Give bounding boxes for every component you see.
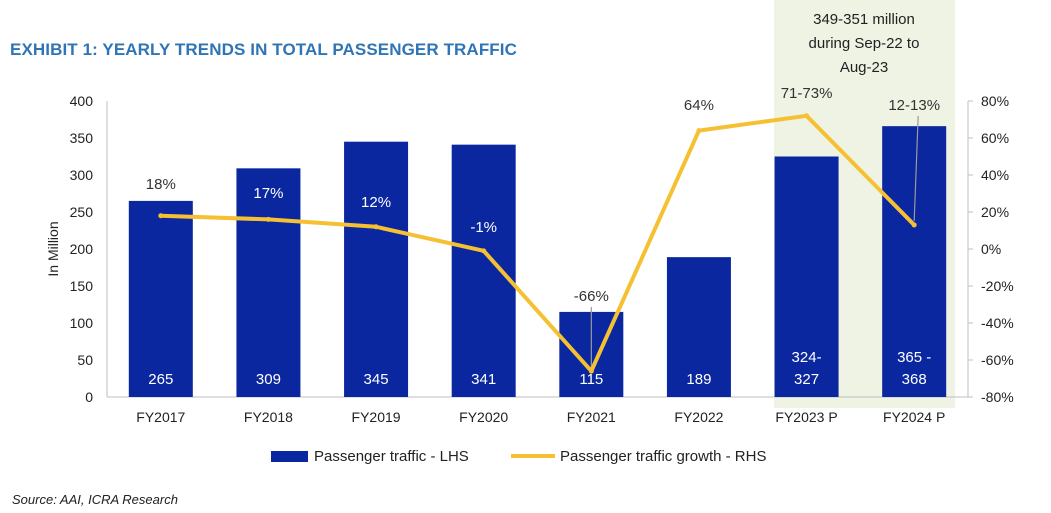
growth-point (911, 222, 917, 228)
bar-value-label: 189 (686, 371, 711, 388)
bar-value-label: 365 - (897, 349, 931, 366)
leader-line (913, 115, 919, 221)
bar-passenger-traffic (344, 141, 409, 397)
y2-tick-label: -80% (981, 389, 1014, 405)
bar-value-label: 324- (792, 349, 822, 366)
growth-point (265, 216, 271, 222)
x-category-label: FY2018 (244, 409, 293, 425)
y-tick-label: 200 (70, 241, 94, 257)
legend-swatch-bars (271, 451, 308, 462)
x-category-label: FY2020 (459, 409, 508, 425)
y2-tick-label: 20% (981, 204, 1009, 220)
growth-value-label: -66% (574, 288, 609, 305)
growth-point (804, 113, 810, 119)
bar-value-label: 309 (256, 371, 281, 388)
growth-value-label: 18% (146, 176, 176, 193)
y2-tick-label: -20% (981, 278, 1014, 294)
annotation-note-line: 349-351 million (813, 11, 915, 28)
bar-value-label: 368 (902, 371, 927, 388)
y-tick-label: 350 (70, 130, 94, 146)
annotation-note-line: Aug-23 (840, 59, 888, 76)
growth-point (373, 224, 379, 230)
x-category-label: FY2023 P (775, 409, 837, 425)
y-tick-label: 0 (85, 389, 93, 405)
growth-point (588, 368, 594, 374)
bar-value-label: 265 (148, 371, 173, 388)
y2-tick-label: 60% (981, 130, 1009, 146)
x-category-label: FY2024 P (883, 409, 945, 425)
source-note: Source: AAI, ICRA Research (12, 492, 178, 507)
y2-tick-label: 40% (981, 167, 1009, 183)
growth-point (696, 128, 702, 134)
growth-point (481, 248, 487, 254)
x-category-label: FY2017 (136, 409, 185, 425)
x-category-label: FY2022 (674, 409, 723, 425)
growth-value-label: 17% (253, 185, 283, 202)
bar-passenger-traffic (882, 126, 947, 397)
x-category-label: FY2021 (567, 409, 616, 425)
legend-label-line: Passenger traffic growth - RHS (560, 448, 766, 465)
growth-value-label: 12-13% (888, 97, 940, 114)
y2-tick-label: -60% (981, 352, 1014, 368)
x-category-label: FY2019 (352, 409, 401, 425)
y-axis-title: In Million (45, 221, 61, 276)
bar-passenger-traffic (451, 144, 516, 397)
growth-line (158, 113, 917, 374)
y-tick-label: 50 (77, 352, 93, 368)
legend-label-bars: Passenger traffic - LHS (314, 448, 469, 465)
annotation-note-line: during Sep-22 to (809, 35, 920, 52)
y-tick-label: 400 (70, 93, 94, 109)
y2-tick-label: 0% (981, 241, 1001, 257)
y-tick-label: 100 (70, 315, 94, 331)
growth-value-label: 64% (684, 97, 714, 114)
growth-value-label: 12% (361, 194, 391, 211)
bar-passenger-traffic (236, 168, 301, 397)
bar-value-label: 341 (471, 371, 496, 388)
y-tick-label: 150 (70, 278, 94, 294)
bar-value-label: 327 (794, 371, 819, 388)
exhibit-title: EXHIBIT 1: YEARLY TRENDS IN TOTAL PASSEN… (10, 40, 517, 59)
bar-value-label: 115 (579, 371, 603, 388)
y2-tick-label: 80% (981, 93, 1009, 109)
growth-value-label: -1% (470, 219, 497, 236)
growth-value-label: 71-73% (781, 85, 833, 102)
bar-passenger-traffic (666, 257, 731, 397)
bar-passenger-traffic (128, 200, 193, 397)
y-tick-label: 300 (70, 167, 94, 183)
bar-passenger-traffic (774, 156, 839, 397)
growth-point (158, 213, 164, 219)
bar-value-label: 345 (364, 371, 389, 388)
y-tick-label: 250 (70, 204, 94, 220)
y2-tick-label: -40% (981, 315, 1014, 331)
